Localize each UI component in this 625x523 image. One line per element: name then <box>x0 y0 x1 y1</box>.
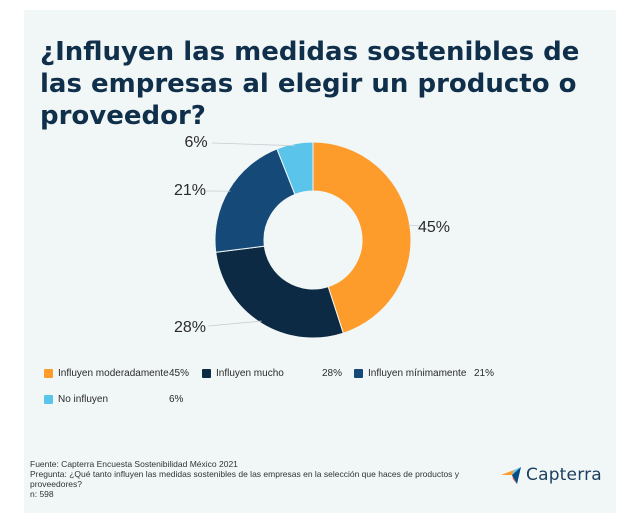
logo-segment-red <box>512 475 517 484</box>
logo-segment-darkblue <box>512 467 521 484</box>
source-note: Fuente: Capterra Encuesta Sostenibilidad… <box>30 459 238 469</box>
legend-label: No influyen <box>58 394 109 405</box>
data-label-influyen-moderadamente: 45% <box>418 219 450 236</box>
legend-item-no-influyen: No influyen 6% <box>44 394 183 405</box>
legend-value: 21% <box>474 368 495 379</box>
legend-label: Influyen moderadamente <box>58 368 169 379</box>
donut-chart: 45% 28% 21% 6% <box>174 134 450 339</box>
legend-value: 28% <box>322 368 343 379</box>
legend-swatch <box>44 369 53 378</box>
legend-value: 45% <box>169 368 190 379</box>
legend-label: Influyen mínimamente <box>368 368 467 379</box>
legend-swatch <box>202 369 211 378</box>
legend-item-influyen-minimamente: Influyen mínimamente 21% <box>354 368 494 379</box>
leader-line-influyen-mucho <box>207 320 262 327</box>
leader-line-influyen-moderadamente <box>407 224 421 227</box>
data-label-no-influyen: 6% <box>184 134 207 151</box>
logo-segment-orange <box>501 470 514 475</box>
leader-line-no-influyen <box>211 142 296 147</box>
data-label-influyen-mucho: 28% <box>174 319 206 336</box>
legend-swatch <box>354 369 363 378</box>
chart-title: ¿Influyen las medidas sostenibles de las… <box>40 37 580 131</box>
question-note: Pregunta: ¿Qué tanto influyen las medida… <box>30 469 460 489</box>
sample-size: n: 598 <box>30 489 54 499</box>
legend-value: 6% <box>169 394 184 405</box>
legend-item-influyen-mucho: Influyen mucho 28% <box>202 368 342 379</box>
footer: Fuente: Capterra Encuesta Sostenibilidad… <box>30 459 500 499</box>
chart-card: ¿Influyen las medidas sostenibles de las… <box>24 10 616 513</box>
slice-influyen-mucho <box>215 245 344 339</box>
capterra-arrow-icon <box>501 467 521 484</box>
slice-influyen-moderadamente <box>312 141 412 334</box>
legend-swatch <box>44 395 53 404</box>
legend-label: Influyen mucho <box>216 368 284 379</box>
data-label-influyen-minimamente: 21% <box>174 182 206 199</box>
capterra-wordmark: Capterra <box>526 465 602 485</box>
capterra-logo: Capterra <box>500 464 602 486</box>
legend-item-influyen-moderadamente: Influyen moderadamente 45% <box>44 368 189 379</box>
